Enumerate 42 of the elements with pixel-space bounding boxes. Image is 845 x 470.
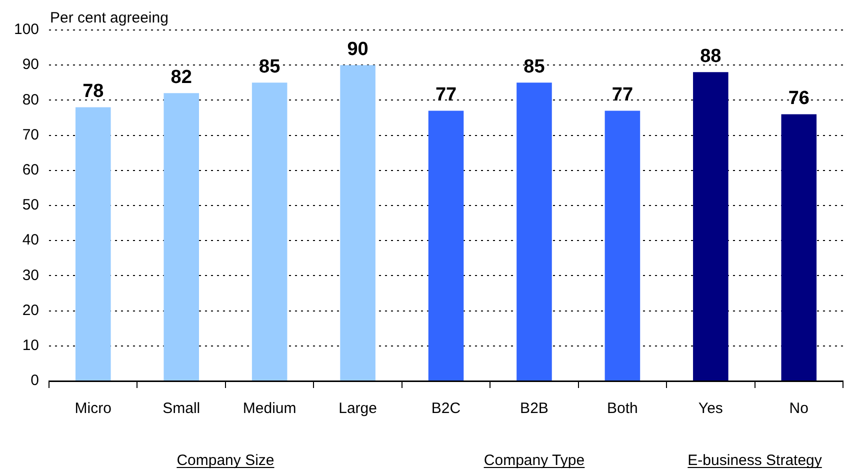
- y-tick-label: 60: [22, 162, 40, 179]
- x-tick-label: B2B: [520, 400, 548, 418]
- y-tick-label: 40: [22, 232, 40, 249]
- text: Company Size: [176, 452, 274, 469]
- bar: [604, 110, 640, 380]
- bar: [428, 110, 464, 380]
- bar: [340, 65, 376, 380]
- x-tick-label: Both: [607, 400, 638, 418]
- text: Company Type: [484, 452, 585, 469]
- y-tick-label: 70: [22, 126, 40, 144]
- bar: [693, 72, 728, 380]
- data-label: 88: [700, 46, 722, 67]
- y-tick-label: 90: [22, 56, 40, 74]
- data-label: 90: [347, 38, 368, 60]
- y-tick-label: 100: [14, 21, 40, 38]
- data-label: 77: [612, 84, 634, 106]
- x-tick-label: Yes: [698, 400, 723, 418]
- y-tick-label: 20: [22, 302, 40, 319]
- bar: [252, 82, 288, 380]
- text: E-business Strategy: [688, 452, 822, 469]
- data-label: 82: [170, 66, 192, 88]
- x-tick-label: B2C: [431, 400, 461, 418]
- data-label: 85: [524, 56, 546, 78]
- x-tick-label: Large: [338, 400, 377, 418]
- bar: [164, 93, 199, 380]
- bar: [516, 82, 552, 380]
- data-label: 76: [788, 88, 810, 109]
- y-tick-label: 0: [30, 372, 40, 390]
- y-tick-label: 50: [22, 196, 40, 214]
- x-tick-label: No: [789, 400, 808, 418]
- data-label: 85: [259, 56, 281, 78]
- y-tick-label: 30: [22, 266, 40, 284]
- y-axis-title: Per cent agreeing: [50, 10, 168, 27]
- data-label: 77: [435, 84, 457, 106]
- bar: [781, 114, 817, 380]
- data-label: 78: [82, 80, 104, 102]
- x-tick-label: Micro: [74, 400, 112, 418]
- bar: [75, 107, 111, 380]
- y-tick-label: 10: [22, 337, 40, 354]
- y-tick-label: 80: [22, 91, 40, 108]
- x-tick-label: Small: [162, 400, 200, 418]
- x-tick-label: Medium: [242, 400, 296, 418]
